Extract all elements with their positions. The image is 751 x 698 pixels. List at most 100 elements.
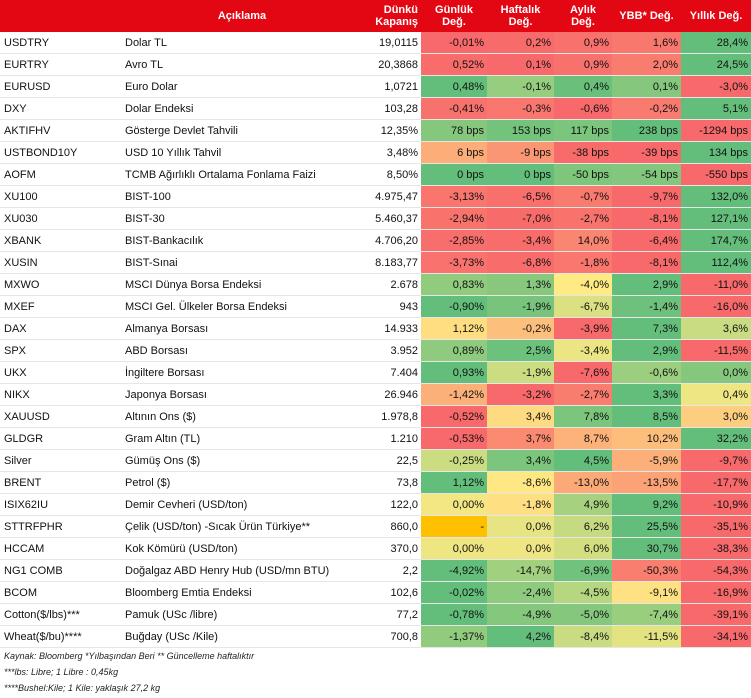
- footnote-bushel: ****Bushel:Kile; 1 Kile: yaklaşık 27,2 k…: [4, 683, 161, 693]
- daily-change: -2,94%: [421, 207, 487, 230]
- ytd-change: -0,6%: [612, 361, 681, 384]
- header-yearly: Yıllık Değ.: [681, 0, 751, 32]
- instrument-description: Gümüş Ons ($): [122, 449, 362, 472]
- monthly-change: 6,0%: [554, 537, 612, 560]
- table-row: MXWO MSCI Dünya Borsa Endeksi 2.678 0,83% 1,…: [0, 273, 751, 296]
- yearly-change: -16,0%: [681, 295, 751, 318]
- instrument-description: MSCI Dünya Borsa Endeksi: [122, 273, 362, 296]
- ytd-change: -5,9%: [612, 449, 681, 472]
- yearly-change: -9,7%: [681, 449, 751, 472]
- daily-change: 0,52%: [421, 53, 487, 76]
- monthly-change: 0,9%: [554, 32, 612, 54]
- instrument-description: Pamuk (USc /libre): [122, 603, 362, 626]
- weekly-change: -6,5%: [487, 185, 554, 208]
- ytd-change: 1,6%: [612, 32, 681, 54]
- instrument-description: BIST-100: [122, 185, 362, 208]
- close-value: 4.975,47: [362, 185, 421, 208]
- daily-change: 0,89%: [421, 339, 487, 362]
- ytd-change: 8,5%: [612, 405, 681, 428]
- instrument-description: Japonya Borsası: [122, 383, 362, 406]
- header-ytd: YBB* Değ.: [612, 0, 681, 32]
- table-row: XUSIN BIST-Sınai 8.183,77 -3,73% -6,8% -1,8% -…: [0, 251, 751, 274]
- table-row: XU030 BIST-30 5.460,37 -2,94% -7,0% -2,7% -8,1…: [0, 207, 751, 230]
- header-row: Açıklama Dünkü Kapanış Günlük Değ. Hafta…: [0, 0, 751, 32]
- instrument-code: NIKX: [0, 383, 122, 406]
- monthly-change: -7,6%: [554, 361, 612, 384]
- monthly-change: -5,0%: [554, 603, 612, 626]
- weekly-change: -7,0%: [487, 207, 554, 230]
- daily-change: -0,01%: [421, 32, 487, 54]
- table-row: STTRFPHR Çelik (USD/ton) -Sıcak Ürün Türk…: [0, 515, 751, 538]
- daily-change: -0,02%: [421, 581, 487, 604]
- ytd-change: -11,5%: [612, 625, 681, 648]
- table-row: EURTRY Avro TL 20,3868 0,52% 0,1% 0,9% 2,0% 24,…: [0, 53, 751, 76]
- monthly-change: -38 bps: [554, 141, 612, 164]
- instrument-code: XUSIN: [0, 251, 122, 274]
- weekly-change: -14,7%: [487, 559, 554, 582]
- instrument-code: Cotton($/lbs)***: [0, 603, 122, 626]
- table-row: MXEF MSCI Gel. Ülkeler Borsa Endeksi 943 -0…: [0, 295, 751, 318]
- yearly-change: -17,7%: [681, 471, 751, 494]
- header-description: Açıklama: [122, 0, 362, 32]
- yearly-change: -35,1%: [681, 515, 751, 538]
- table-row: ISIX62IU Demir Cevheri (USD/ton) 122,0 0,00…: [0, 493, 751, 516]
- instrument-description: BIST-Sınai: [122, 251, 362, 274]
- daily-change: 6 bps: [421, 141, 487, 164]
- monthly-change: -1,8%: [554, 251, 612, 274]
- weekly-change: 3,4%: [487, 405, 554, 428]
- monthly-change: -4,0%: [554, 273, 612, 296]
- monthly-change: -2,7%: [554, 207, 612, 230]
- yearly-change: 32,2%: [681, 427, 751, 450]
- yearly-change: 0,4%: [681, 383, 751, 406]
- header-close-line2: Kapanış: [375, 16, 418, 28]
- instrument-description: USD 10 Yıllık Tahvil: [122, 141, 362, 164]
- daily-change: -: [421, 515, 487, 538]
- instrument-description: Euro Dolar: [122, 75, 362, 98]
- yearly-change: 134 bps: [681, 141, 751, 164]
- table-header: Açıklama Dünkü Kapanış Günlük Değ. Hafta…: [0, 0, 751, 32]
- close-value: 700,8: [362, 625, 421, 648]
- daily-change: -1,37%: [421, 625, 487, 648]
- header-weekly: Haftalık Değ.: [487, 0, 554, 32]
- instrument-description: Kok Kömürü (USD/ton): [122, 537, 362, 560]
- weekly-change: 3,7%: [487, 427, 554, 450]
- ytd-change: -7,4%: [612, 603, 681, 626]
- weekly-change: 3,4%: [487, 449, 554, 472]
- weekly-change: -6,8%: [487, 251, 554, 274]
- instrument-description: Doğalgaz ABD Henry Hub (USD/mn BTU): [122, 559, 362, 582]
- weekly-change: -3,2%: [487, 383, 554, 406]
- instrument-description: Çelik (USD/ton) -Sıcak Ürün Türkiye**: [122, 515, 362, 538]
- instrument-description: İngiltere Borsası: [122, 361, 362, 384]
- close-value: 12,35%: [362, 119, 421, 142]
- instrument-code: XU100: [0, 185, 122, 208]
- yearly-change: 24,5%: [681, 53, 751, 76]
- table-row: NG1 COMB Doğalgaz ABD Henry Hub (USD/mn B…: [0, 559, 751, 582]
- close-value: 2,2: [362, 559, 421, 582]
- instrument-description: Bloomberg Emtia Endeksi: [122, 581, 362, 604]
- close-value: 3,48%: [362, 141, 421, 164]
- weekly-change: -1,9%: [487, 295, 554, 318]
- ytd-change: -13,5%: [612, 471, 681, 494]
- close-value: 122,0: [362, 493, 421, 516]
- yearly-change: -16,9%: [681, 581, 751, 604]
- ytd-change: -8,1%: [612, 251, 681, 274]
- weekly-change: 0 bps: [487, 163, 554, 186]
- instrument-code: XBANK: [0, 229, 122, 252]
- daily-change: -0,53%: [421, 427, 487, 450]
- yearly-change: -54,3%: [681, 559, 751, 582]
- monthly-change: -3,4%: [554, 339, 612, 362]
- yearly-change: 0,0%: [681, 361, 751, 384]
- daily-change: 0,00%: [421, 537, 487, 560]
- monthly-change: -6,7%: [554, 295, 612, 318]
- instrument-code: GLDGR: [0, 427, 122, 450]
- table-row: UKX İngiltere Borsası 7.404 0,93% -1,9% -7,6%…: [0, 361, 751, 384]
- close-value: 20,3868: [362, 53, 421, 76]
- footnotes: Kaynak: Bloomberg *Yılbaşından Beri ** G…: [4, 648, 254, 696]
- close-value: 1.210: [362, 427, 421, 450]
- header-close-line1: Dünkü: [383, 4, 418, 16]
- instrument-code: Wheat($/bu)****: [0, 625, 122, 648]
- table-row: AKTIFHV Gösterge Devlet Tahvili 12,35% 78 b…: [0, 119, 751, 142]
- monthly-change: -8,4%: [554, 625, 612, 648]
- daily-change: -3,13%: [421, 185, 487, 208]
- table-row: XBANK BIST-Bankacılık 4.706,20 -2,85% -3,4% 1…: [0, 229, 751, 252]
